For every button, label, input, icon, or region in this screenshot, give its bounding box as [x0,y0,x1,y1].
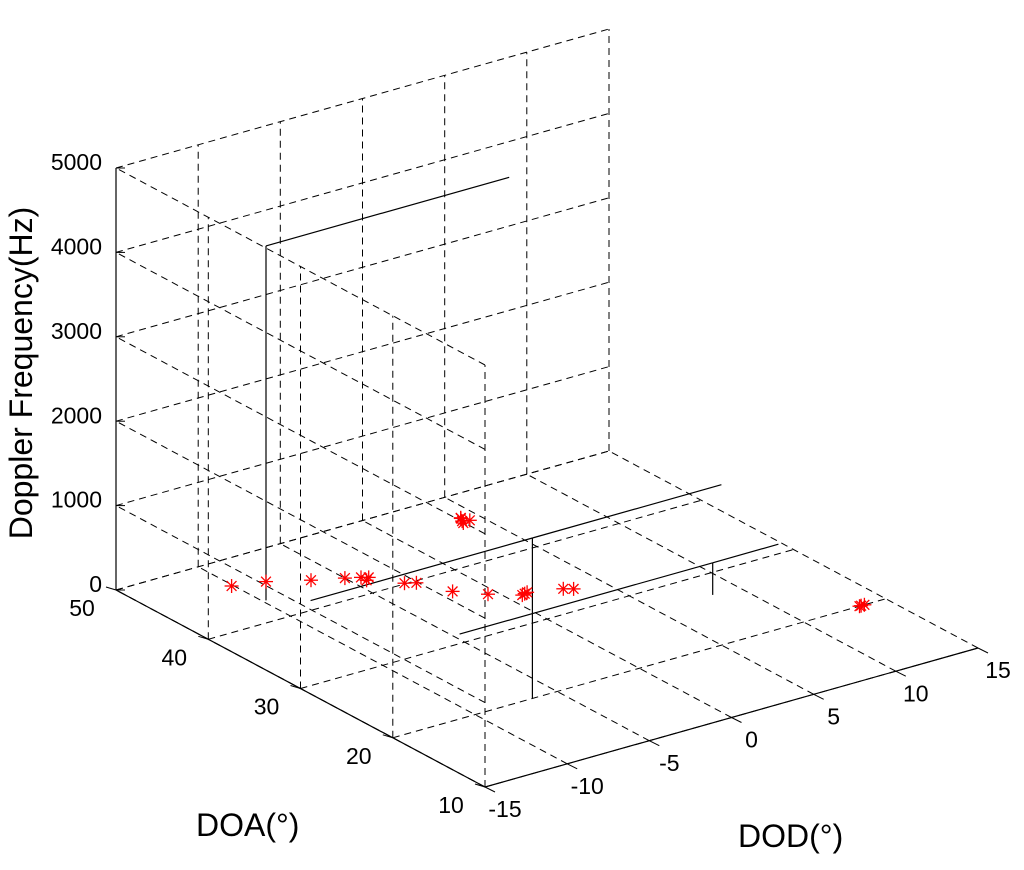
true-path-layer [265,176,779,699]
y-tick [382,734,393,739]
x-tick [813,693,824,700]
true-path-segment [265,176,510,247]
x-tick-label: -15 [488,796,521,822]
grid-layer [105,28,989,793]
x-tick-label: 5 [827,703,840,729]
z-tick-label: 4000 [51,233,102,259]
true-path-segment [459,562,713,635]
z-tick-label: 2000 [51,402,102,428]
true-path-segment [310,537,533,602]
y-tick [290,685,301,689]
tick-label-layer: -15-10-505101510203040500100020003000400… [51,149,1011,822]
z-tick-label: 3000 [51,318,102,344]
estimate-point [397,576,412,591]
y-tick-label: 40 [162,644,188,670]
true-path-segment [712,543,779,564]
estimate-point [304,573,318,588]
estimate-point [517,586,532,601]
z-tick-label: 1000 [51,487,102,513]
estimate-point [259,574,273,589]
x-tick-label: 10 [903,680,929,706]
y-tick [105,586,117,591]
estimate-point [520,585,535,600]
x-tick-label: -10 [571,773,604,799]
x-gridline [197,566,568,765]
estimate-marker-layer [224,510,872,614]
x-tick [649,740,660,747]
y-tick-label: 50 [69,595,95,621]
y-tick [474,783,486,788]
x-gridline [526,473,897,672]
y-tick-label: 20 [346,743,372,769]
y-tick-label: 30 [254,694,280,720]
estimate-point [445,584,460,599]
estimate-point [481,587,495,602]
x-tick [484,786,496,793]
x-tick-label: 15 [985,657,1011,683]
y-axis-title: DOA(°) [196,807,299,843]
y-gridline [392,598,886,739]
x-tick [977,647,989,654]
x-tick-label: -5 [659,750,679,776]
x-tick [895,670,907,677]
x-axis-title: DOD(°) [738,818,843,854]
x-gridline [608,450,979,649]
z-axis-title: Doppler Frequency(Hz) [3,207,39,540]
estimate-point [409,575,424,590]
true-path-segment [532,484,722,539]
y-tick-label: 10 [438,792,464,818]
y-tick [198,635,209,640]
x-gridline [362,520,732,718]
x-tick [731,717,742,723]
estimate-point [566,581,581,596]
estimate-point [337,571,352,586]
estimate-point [453,510,468,525]
z-tick-label: 5000 [51,149,102,175]
x-gridline [280,543,650,742]
z-tick-label: 0 [89,571,102,597]
estimate-point [224,579,239,593]
estimate-point [854,598,869,613]
x-tick-label: 0 [745,727,758,753]
estimate-point [361,570,376,585]
x-tick [566,763,578,770]
x-gridline [444,496,814,695]
estimate-point [462,513,477,528]
